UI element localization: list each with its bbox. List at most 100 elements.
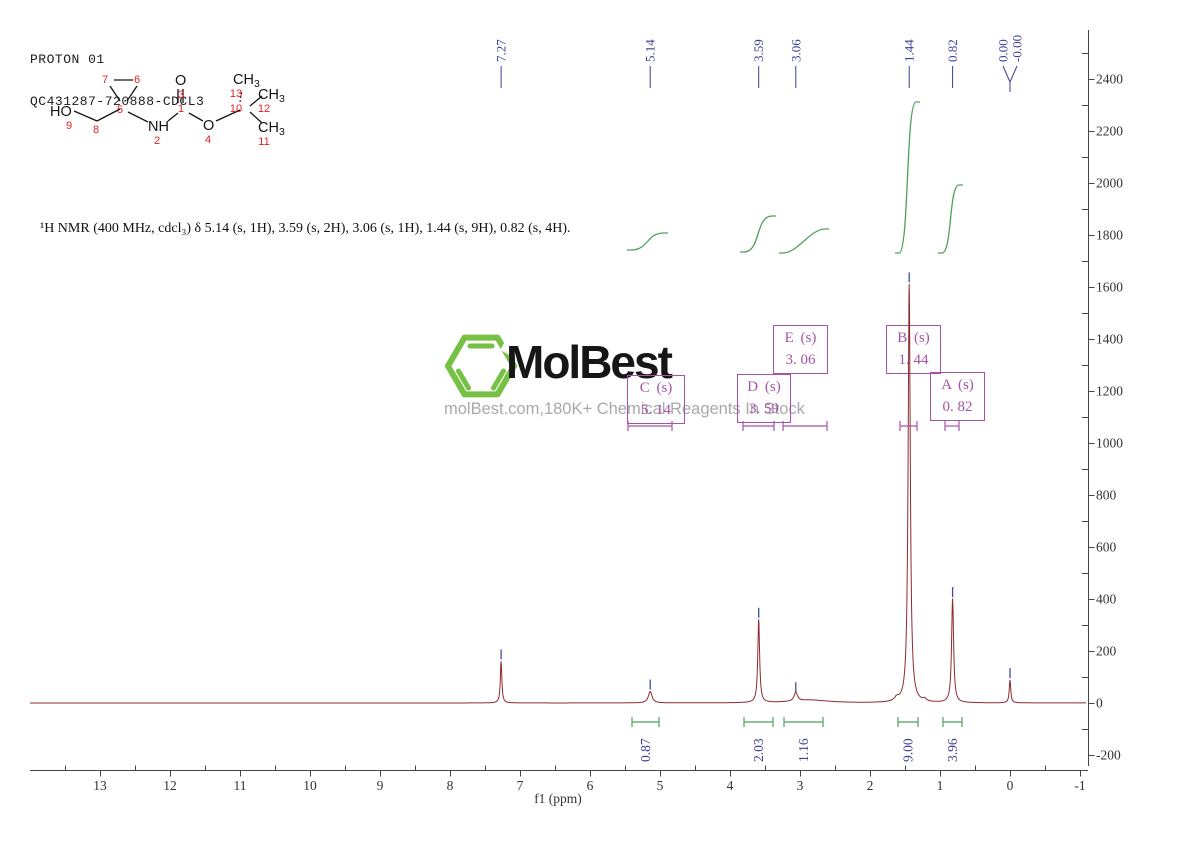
peak-shift-label: 0.82 xyxy=(945,39,960,62)
bond xyxy=(127,111,149,123)
atom-number: 9 xyxy=(66,120,72,132)
integral-values: 0.87 2.03 1.16 9.00 3.96 xyxy=(638,738,960,762)
integral-curve xyxy=(938,184,963,254)
annotation-shift: 1. 44 xyxy=(898,351,929,368)
peak-label-fork-line xyxy=(1009,65,1018,83)
integral-brackets xyxy=(631,717,963,727)
annotation-peak-id: B (s) xyxy=(897,329,930,346)
integral-curve xyxy=(779,228,829,254)
y-tick-label: 2000 xyxy=(1096,176,1123,191)
y-tick-label: 1600 xyxy=(1096,280,1123,295)
bond xyxy=(126,85,138,102)
x-tick-label: 7 xyxy=(517,778,524,793)
peak-annotation-box: B (s) 1. 44 xyxy=(886,325,941,374)
peak-shift-label: 0.00 xyxy=(996,39,1011,62)
bond xyxy=(249,95,263,107)
integral-value-label: 9.00 xyxy=(901,738,916,762)
peak-shift-label: 3.06 xyxy=(788,39,803,62)
peak-annotation-box: D (s) 3. 59 xyxy=(737,374,791,423)
x-tick-label: 0 xyxy=(1007,778,1014,793)
bond xyxy=(249,111,263,124)
atom-number: 8 xyxy=(93,124,99,136)
experiment-name: PROTON 01 xyxy=(30,52,105,67)
x-tick-label: 4 xyxy=(727,778,734,793)
x-tick-label: 13 xyxy=(93,778,107,793)
integral-curve xyxy=(740,215,776,253)
bond xyxy=(73,110,98,122)
y-tick-label: -200 xyxy=(1096,748,1121,763)
peak-shift-label: 1.44 xyxy=(902,39,917,62)
x-tick-label: 9 xyxy=(377,778,384,793)
y-tick-label: 2400 xyxy=(1096,72,1123,87)
atom-label: HO xyxy=(50,104,72,120)
peak-label-fork-line xyxy=(1002,65,1011,83)
atom-label: CH3 xyxy=(258,120,285,138)
y-tick-label: 1200 xyxy=(1096,384,1123,399)
annotation-shift: 5. 14 xyxy=(641,401,671,418)
x-tick-label: 11 xyxy=(234,778,247,793)
atom-label: CH3 xyxy=(258,87,285,105)
x-tick-label: 3 xyxy=(797,778,804,793)
atom-number: 12 xyxy=(258,103,270,115)
x-tick-label: -1 xyxy=(1074,778,1085,793)
x-axis-title: f1 (ppm) xyxy=(534,791,582,806)
atom-number: 6 xyxy=(134,74,140,86)
atom-number: 10 xyxy=(230,103,242,115)
atom-label: O xyxy=(175,73,186,89)
atom-number: 7 xyxy=(102,74,108,86)
atom-label: O xyxy=(203,118,214,134)
y-tick-label: 1000 xyxy=(1096,436,1123,451)
y-tick-label: 800 xyxy=(1096,488,1117,503)
atom-label: CH3 xyxy=(233,72,260,90)
integral-curve xyxy=(627,232,668,251)
atom-number: 13 xyxy=(230,88,242,100)
integral-value-label: 3.96 xyxy=(945,738,960,762)
bond xyxy=(96,108,121,122)
annotation-shift: 0. 82 xyxy=(942,398,973,415)
annotation-shift: 3. 59 xyxy=(749,400,779,417)
nmr-citation: ¹H NMR (400 MHz, cdcl₃) δ 5.14 (s, 1H), … xyxy=(40,221,571,236)
experiment-header: PROTON 01 QC431287-720888-CDCL3 xyxy=(30,25,204,123)
atom-number: 2 xyxy=(154,135,160,147)
y-tick-label: 1400 xyxy=(1096,332,1123,347)
bond xyxy=(109,85,121,102)
atom-number: 4 xyxy=(205,134,211,146)
y-tick-label: 600 xyxy=(1096,540,1117,555)
integral-curve xyxy=(895,101,920,254)
x-tick-label: 6 xyxy=(587,778,594,793)
x-tick-label: 8 xyxy=(447,778,454,793)
integral-value-label: 2.03 xyxy=(751,738,766,762)
peak-annotation-box: A (s) 0. 82 xyxy=(930,372,985,421)
annotation-peak-id: C (s) xyxy=(639,379,673,396)
peak-shift-label: 3.59 xyxy=(751,39,766,62)
peak-annotation-box: E (s) 3. 06 xyxy=(773,325,828,374)
peak-shift-label: 5.14 xyxy=(643,39,658,62)
y-tick-label: 400 xyxy=(1096,592,1117,607)
bond xyxy=(215,109,241,122)
bond xyxy=(167,112,179,122)
integral-value-label: 0.87 xyxy=(638,738,653,762)
atom-number: 5 xyxy=(117,104,123,116)
annotation-peak-id: A (s) xyxy=(941,376,974,393)
y-tick-label: 200 xyxy=(1096,644,1117,659)
x-tick-label: 2 xyxy=(867,778,874,793)
y-tick-label: 2200 xyxy=(1096,124,1123,139)
atom-number: 3 xyxy=(178,89,184,101)
x-tick-label: 5 xyxy=(657,778,664,793)
atom-label: NH xyxy=(148,119,169,135)
integral-value-label: 1.16 xyxy=(796,738,811,762)
y-axis: 2400220020001800160014001200100080060040… xyxy=(1082,30,1123,766)
bond xyxy=(188,112,204,122)
y-tick-label: 0 xyxy=(1096,696,1103,711)
peak-top-labels: 7.27 5.14 3.59 3.06 1.44 0.82 0.00 -0.00 xyxy=(494,35,1025,92)
atom-number: 1 xyxy=(178,103,184,115)
annotation-shift: 3. 06 xyxy=(785,351,816,368)
atom-number: 11 xyxy=(258,136,269,148)
peak-shift-label: 7.27 xyxy=(494,39,509,62)
peak-annotation-box: C (s) 5. 14 xyxy=(627,375,685,424)
annotation-peak-id: E (s) xyxy=(784,329,817,346)
annotation-peak-id: D (s) xyxy=(747,378,781,395)
x-axis: 13 12 11 10 9 8 7 6 5 4 3 2 1 0 -1 xyxy=(30,765,1088,793)
y-tick-label: 1800 xyxy=(1096,228,1123,243)
